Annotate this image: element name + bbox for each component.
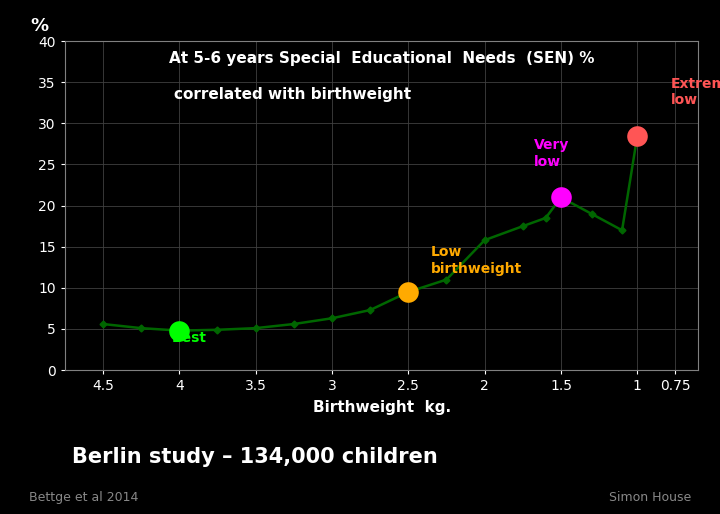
X-axis label: Birthweight  kg.: Birthweight kg. [312, 400, 451, 415]
Text: Low
birthweight: Low birthweight [431, 245, 523, 276]
Text: Berlin study – 134,000 children: Berlin study – 134,000 children [72, 447, 438, 467]
Text: Extremely
low: Extremely low [671, 77, 720, 107]
Text: Very
low: Very low [534, 138, 569, 169]
Text: %: % [30, 16, 48, 34]
Text: At 5-6 years Special  Educational  Needs  (SEN) %: At 5-6 years Special Educational Needs (… [169, 51, 594, 66]
Point [555, 193, 567, 201]
Text: Best: Best [171, 332, 207, 345]
Text: Bettge et al 2014: Bettge et al 2014 [29, 491, 138, 504]
Point [174, 326, 185, 335]
Point [631, 132, 643, 140]
Text: Simon House: Simon House [609, 491, 691, 504]
Text: correlated with birthweight: correlated with birthweight [174, 87, 411, 102]
Point [402, 288, 414, 296]
